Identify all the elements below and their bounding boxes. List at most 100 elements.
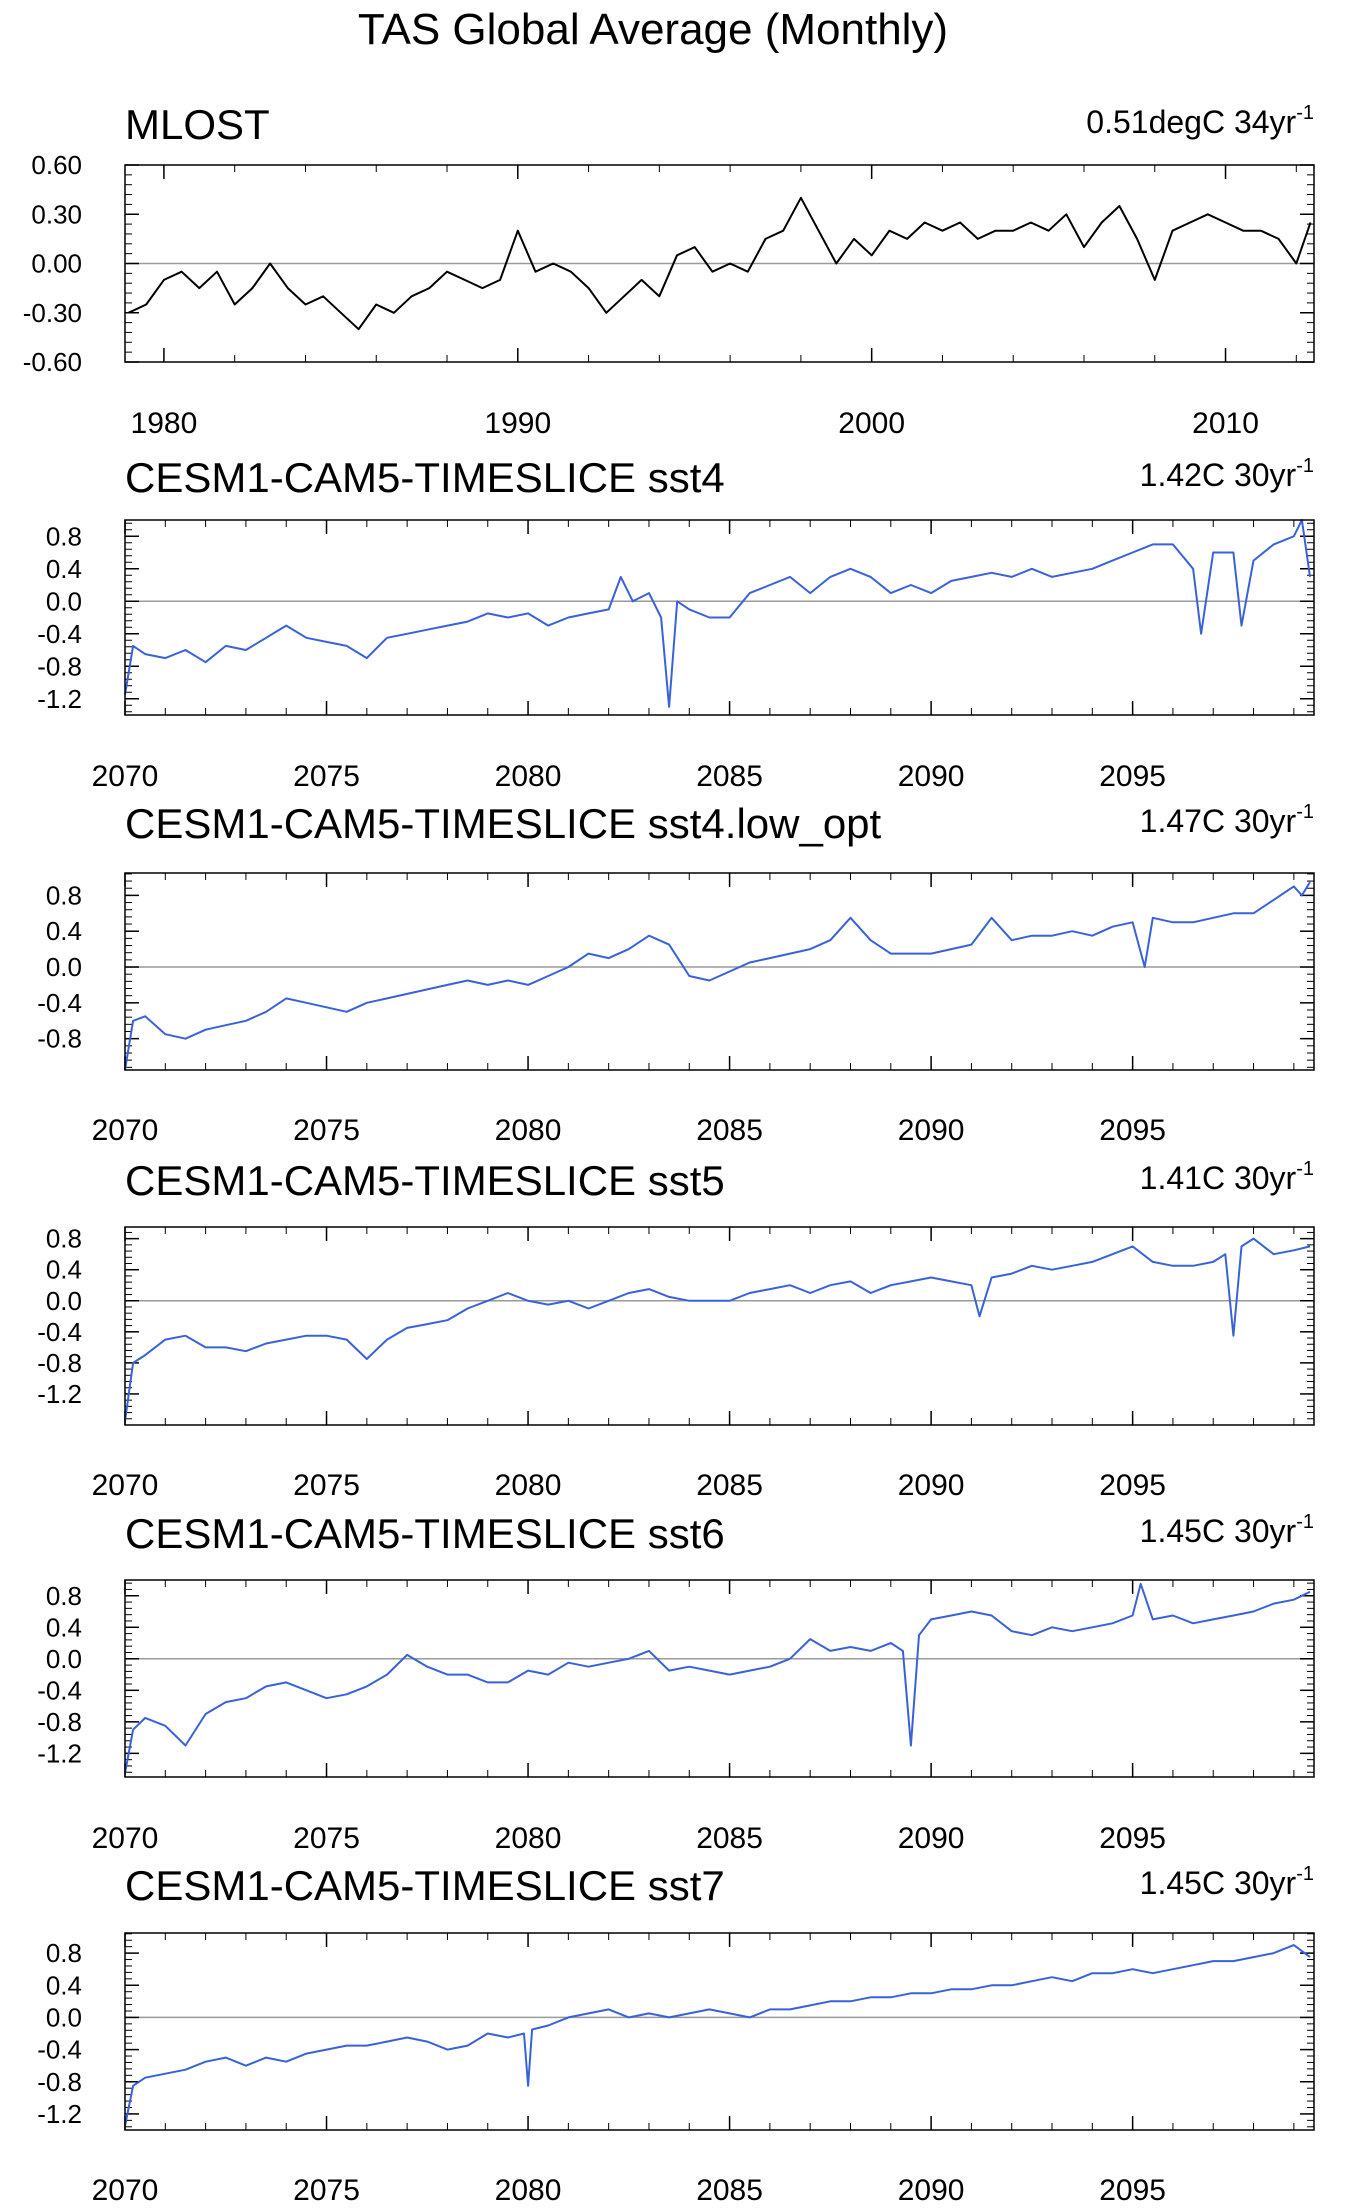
y-tick-label: -0.4 (37, 2035, 82, 2065)
y-tick-label: 0.8 (46, 1938, 82, 1968)
y-tick-label: -1.2 (37, 2099, 82, 2129)
panels: -0.60 -0.30 0.00 0.30 0.60 1980 1990 2000 2010 ML… (23, 101, 1315, 2207)
chart-panel-3: -0.8 -0.4 0.0 0.4 0.8 2070 2075 2080 2085 2090 209… (37, 800, 1315, 1147)
y-tick-label: -0.8 (37, 2067, 82, 2097)
series-line (124, 881, 1311, 1071)
x-tick-label: 2075 (293, 760, 360, 793)
panel-title: MLOST (125, 101, 270, 148)
figure-title: TAS Global Average (Monthly) (358, 5, 948, 54)
x-tick-label: 2080 (495, 1114, 562, 1147)
x-tick-label: 2095 (1099, 1114, 1166, 1147)
x-tick-label: 2085 (696, 760, 763, 793)
trend-annotation: 1.47C 30yr-1 (1140, 801, 1314, 839)
trend-annotation: 1.45C 30yr-1 (1140, 1863, 1314, 1901)
y-tick-label: 0.4 (46, 554, 82, 584)
trend-annotation: 0.51degC 34yr-1 (1086, 102, 1314, 140)
y-tick-label: 0.8 (46, 1581, 82, 1611)
y-tick-label: 0.4 (46, 1612, 82, 1642)
chart-panel-1: -0.60 -0.30 0.00 0.30 0.60 1980 1990 2000 2010 ML… (23, 101, 1315, 440)
y-tick-label: 0.60 (31, 150, 82, 180)
y-tick-label: 0.0 (46, 586, 82, 616)
x-tick-label: 2090 (898, 760, 965, 793)
x-tick-label: 2075 (293, 1114, 360, 1147)
y-tick-label: -0.30 (23, 298, 82, 328)
y-tick-label: -0.8 (37, 651, 82, 681)
x-tick-label: 2075 (293, 2174, 360, 2207)
series-line (124, 1237, 1311, 1422)
x-tick-label: 2010 (1192, 407, 1259, 440)
chart-panel-4: -1.2-0.8-0.40.00.40.8 2070 2075 2080 2085 209… (37, 1157, 1315, 1502)
y-tick-label: 0.0 (46, 1286, 82, 1316)
series-line (124, 1944, 1311, 2127)
x-tick-label: 2085 (696, 1469, 763, 1502)
series-line (124, 519, 1311, 708)
plot-frame (124, 1579, 1315, 1778)
trend-annotation: 1.45C 30yr-1 (1140, 1511, 1314, 1549)
y-tick-label: 0.8 (46, 880, 82, 910)
plot-frame (124, 872, 1315, 1071)
x-tick-label: 2090 (898, 1114, 965, 1147)
plot-frame (124, 519, 1315, 716)
y-tick-label: 0.8 (46, 1224, 82, 1254)
y-tick-label: -0.60 (23, 347, 82, 377)
x-tick-label: 2095 (1099, 1469, 1166, 1502)
x-tick-label: 2090 (898, 1822, 965, 1855)
x-tick-label: 2070 (92, 1114, 159, 1147)
series-line (124, 1582, 1311, 1774)
panel-title: CESM1-CAM5-TIMESLICE sst6 (125, 1510, 725, 1557)
y-tick-label: -0.4 (37, 619, 82, 649)
x-tick-label: 2095 (1099, 1822, 1166, 1855)
y-tick-label: -0.8 (37, 1348, 82, 1378)
chart-panel-6: -1.2-0.8-0.40.00.40.8 2070 2075 2080 2085 209… (37, 1862, 1315, 2207)
x-tick-label: 1980 (131, 407, 198, 440)
plot-frame (124, 1226, 1315, 1426)
y-tick-label: -1.2 (37, 1738, 82, 1768)
x-tick-label: 2080 (495, 1469, 562, 1502)
x-tick-label: 2090 (898, 2174, 965, 2207)
x-tick-label: 2070 (92, 1822, 159, 1855)
x-tick-label: 2085 (696, 1114, 763, 1147)
y-tick-label: 0.00 (31, 249, 82, 279)
trend-annotation: 1.42C 30yr-1 (1140, 455, 1314, 493)
x-tick-label: 2080 (495, 1822, 562, 1855)
y-tick-label: 0.0 (46, 952, 82, 982)
y-tick-label: -0.8 (37, 1707, 82, 1737)
y-tick-label: 0.30 (31, 199, 82, 229)
x-tick-label: 2095 (1099, 760, 1166, 793)
y-tick-label: 0.4 (46, 1970, 82, 2000)
y-tick-label: -0.4 (37, 1317, 82, 1347)
y-tick-label: -1.2 (37, 684, 82, 714)
trend-annotation: 1.41C 30yr-1 (1140, 1158, 1314, 1196)
x-tick-label: 2070 (92, 760, 159, 793)
x-tick-label: 2070 (92, 1469, 159, 1502)
y-tick-label: -1.2 (37, 1379, 82, 1409)
y-tick-label: 0.0 (46, 1644, 82, 1674)
x-tick-label: 2070 (92, 2174, 159, 2207)
chart-panel-5: -1.2-0.8-0.40.00.40.8 2070 2075 2080 2085 209… (37, 1510, 1315, 1855)
x-tick-label: 2085 (696, 1822, 763, 1855)
chart-panel-2: -1.2-0.8-0.40.00.40.8 2070 2075 2080 2085 209… (37, 454, 1315, 793)
x-tick-label: 2080 (495, 760, 562, 793)
x-tick-label: 1990 (484, 407, 551, 440)
y-tick-label: 0.4 (46, 1255, 82, 1285)
x-tick-label: 2080 (495, 2174, 562, 2207)
panel-title: CESM1-CAM5-TIMESLICE sst7 (125, 1862, 725, 1909)
panel-title: CESM1-CAM5-TIMESLICE sst4.low_opt (125, 800, 882, 847)
y-tick-label: 0.4 (46, 916, 82, 946)
x-tick-label: 2075 (293, 1822, 360, 1855)
series-line (128, 196, 1312, 331)
y-tick-label: 0.8 (46, 521, 82, 551)
x-tick-label: 2085 (696, 2174, 763, 2207)
plot-frame (124, 164, 1315, 363)
y-tick-label: -0.8 (37, 1024, 82, 1054)
y-tick-label: -0.4 (37, 1675, 82, 1705)
plot-frame (124, 1932, 1315, 2131)
x-tick-label: 2095 (1099, 2174, 1166, 2207)
x-tick-label: 2000 (838, 407, 905, 440)
panel-title: CESM1-CAM5-TIMESLICE sst4 (125, 454, 725, 501)
x-tick-label: 2075 (293, 1469, 360, 1502)
y-tick-label: -0.4 (37, 988, 82, 1018)
x-tick-label: 2090 (898, 1469, 965, 1502)
panel-title: CESM1-CAM5-TIMESLICE sst5 (125, 1157, 725, 1204)
